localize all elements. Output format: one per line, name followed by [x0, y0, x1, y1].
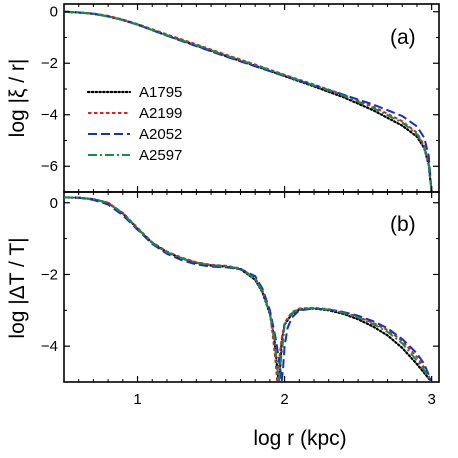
panel-b-frame — [63, 191, 440, 383]
panel-a-frame — [63, 3, 440, 193]
x-axis-label: log r (kpc) — [253, 427, 346, 450]
legend: A1795 A2199 A2052 A2597 — [86, 84, 182, 164]
panel-a-plot — [64, 10, 433, 192]
legend-label-a2199: A2199 — [139, 105, 182, 122]
series-line-a1795-panel-a — [64, 10, 433, 192]
x-tick-label: 1 — [133, 391, 141, 408]
x-tick-label: 2 — [280, 391, 288, 408]
y-tick-label: 0 — [50, 4, 58, 21]
y-tick-label: −2 — [41, 55, 58, 72]
series-line-a2199-panel-b — [64, 196, 433, 382]
axis-ticks: 0 −2 −4 −6 0 −2 −4 1 2 3 — [41, 4, 439, 408]
series-line-a2052-panel-a — [64, 10, 433, 192]
panel-b-ylabel: log |ΔT / T| — [6, 237, 29, 338]
series-line-a2597-panel-b — [64, 196, 433, 382]
y-tick-label: 0 — [50, 195, 58, 212]
panel-a-tag: (a) — [390, 26, 416, 49]
panel-b-plot — [64, 196, 433, 382]
series-line-a2052-panel-b — [64, 196, 433, 382]
legend-label-a1795: A1795 — [139, 84, 182, 101]
x-tick-label: 3 — [427, 391, 435, 408]
y-tick-label: −4 — [41, 338, 58, 355]
series-line-a2597-panel-a — [64, 10, 433, 192]
y-tick-label: −6 — [41, 158, 58, 175]
legend-label-a2052: A2052 — [139, 126, 182, 143]
panel-b-tag: (b) — [390, 213, 416, 236]
y-tick-label: −2 — [41, 266, 58, 283]
series-line-a1795-panel-b — [64, 196, 433, 382]
legend-label-a2597: A2597 — [139, 147, 182, 164]
series-line-a2199-panel-a — [64, 10, 433, 192]
y-tick-label: −4 — [41, 107, 58, 124]
panel-a-ylabel: log |ξ / r| — [6, 59, 29, 138]
